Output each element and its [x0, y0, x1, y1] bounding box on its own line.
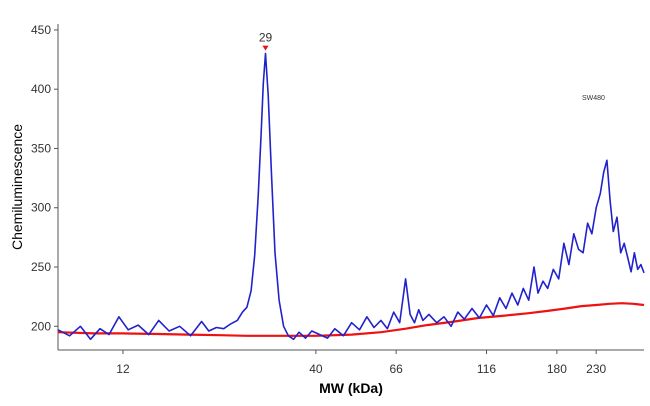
plot-lines [57, 52, 645, 341]
peak-label: 29 [259, 31, 273, 45]
x-axis-title: MW (kDa) [319, 380, 383, 396]
y-tick-label: 400 [31, 82, 51, 96]
y-tick-label: 250 [31, 260, 51, 274]
signal-series-line [57, 52, 645, 341]
x-tick-label: 116 [477, 362, 496, 376]
x-tick-label: 12 [116, 362, 130, 376]
baseline-series-line [57, 302, 645, 337]
peak-marker [262, 45, 269, 51]
y-tick-label: 200 [31, 319, 51, 333]
y-tick-label: 300 [31, 201, 51, 215]
y-axis-title: Chemiluminescence [9, 124, 25, 250]
x-tick-label: 230 [586, 362, 606, 376]
x-tick-label: 66 [389, 362, 403, 376]
y-tick-label: 450 [31, 23, 51, 37]
x-axis-ticks: 12 40 66 116 180 230 [116, 350, 607, 376]
x-tick-label: 40 [309, 362, 323, 376]
x-tick-label: 180 [547, 362, 567, 376]
axes [57, 24, 644, 351]
y-tick-label: 350 [31, 141, 51, 155]
y-axis-ticks: 200 250 300 350 400 450 [31, 23, 58, 333]
sample-label: SW480 [582, 95, 605, 102]
